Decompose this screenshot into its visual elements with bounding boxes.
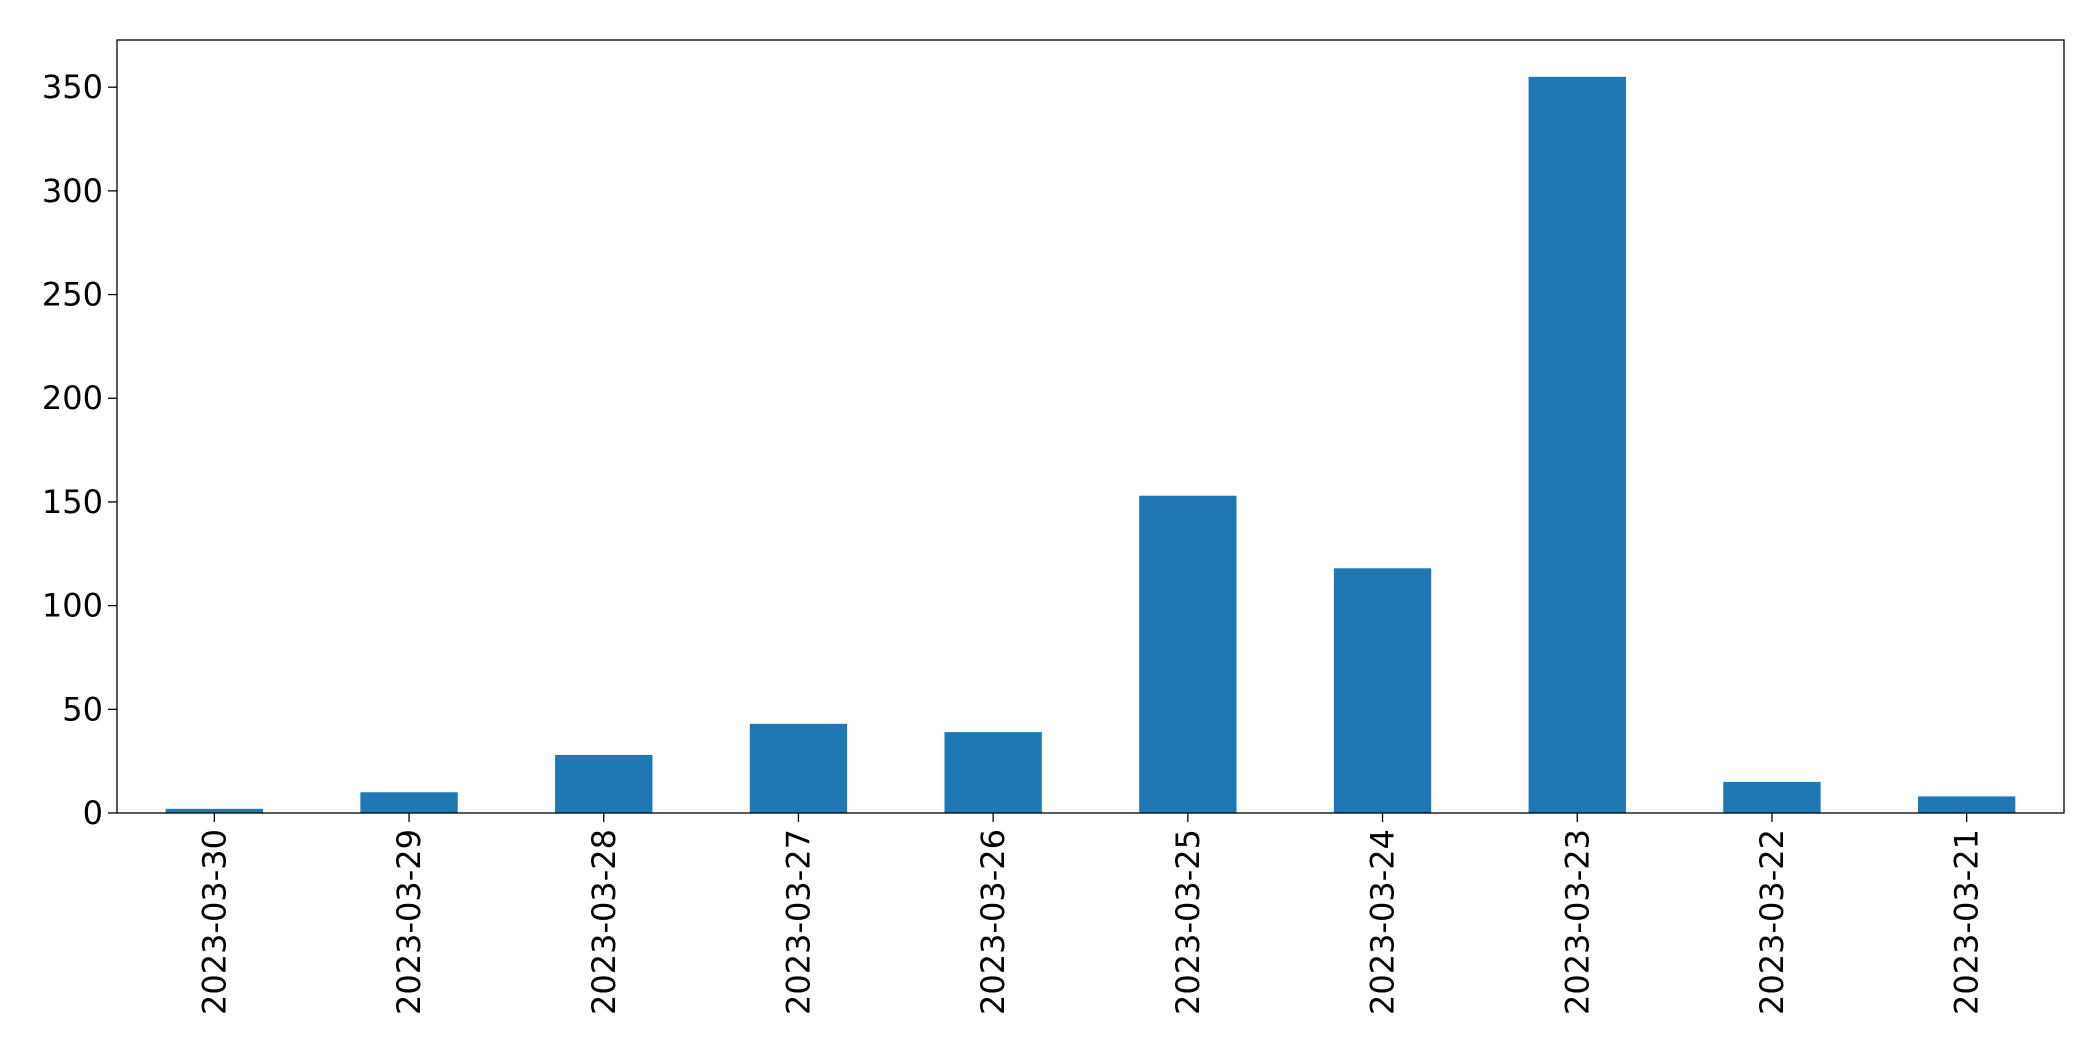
x-tick-label: 2023-03-23 [1558, 829, 1596, 1015]
y-tick-label: 50 [62, 690, 103, 728]
bar [1917, 796, 2016, 813]
bar [1139, 495, 1237, 813]
y-tick-label: 300 [42, 172, 103, 210]
plot-frame [116, 39, 2065, 814]
bar [1723, 781, 1821, 813]
x-tick-label: 2023-03-29 [390, 829, 428, 1015]
bar [360, 792, 458, 813]
x-tick-label: 2023-03-28 [585, 829, 623, 1015]
bar [1528, 76, 1626, 814]
y-tick-label: 100 [42, 587, 103, 625]
x-tick-label: 2023-03-26 [974, 829, 1012, 1015]
bar [1333, 568, 1432, 813]
x-tick-label: 2023-03-24 [1364, 829, 1402, 1015]
x-tick-label: 2023-03-22 [1753, 829, 1791, 1015]
y-tick-label: 0 [83, 794, 103, 832]
x-tick-label: 2023-03-30 [195, 829, 233, 1015]
x-tick-label: 2023-03-25 [1169, 829, 1207, 1015]
y-tick-label: 350 [42, 68, 103, 106]
x-tick-label: 2023-03-21 [1948, 829, 1986, 1015]
bar [944, 732, 1042, 813]
y-tick-label: 200 [42, 379, 103, 417]
y-tick-label: 250 [42, 276, 103, 314]
bar [165, 808, 264, 813]
bar [555, 754, 653, 813]
bar [749, 723, 848, 813]
y-tick-label: 150 [42, 483, 103, 521]
x-tick-label: 2023-03-27 [779, 829, 817, 1015]
